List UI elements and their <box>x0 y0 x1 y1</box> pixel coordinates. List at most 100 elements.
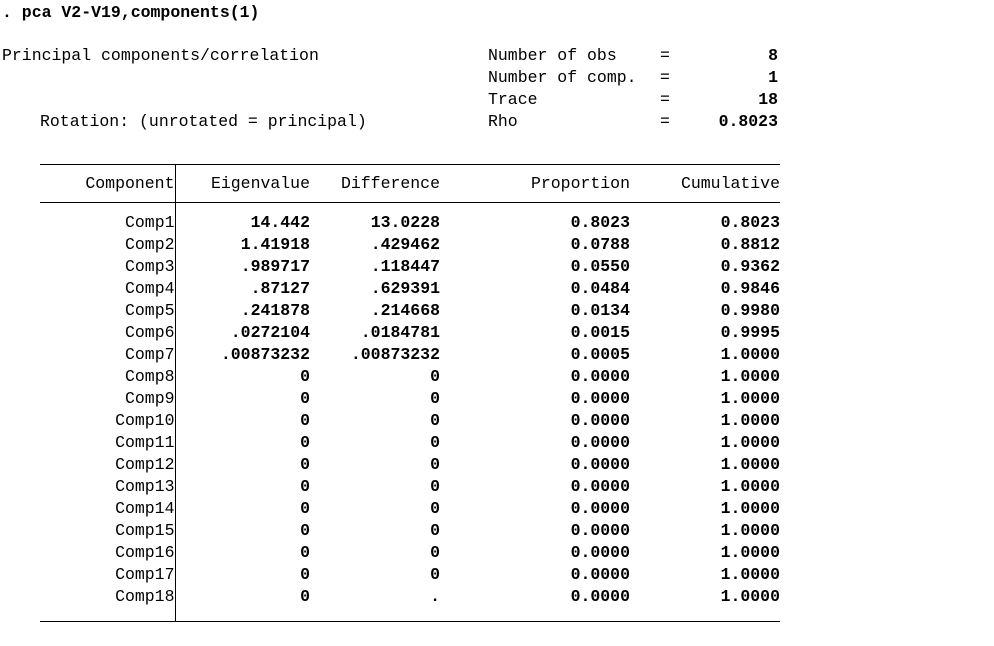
component-cell: Comp13 <box>40 476 176 498</box>
cumulative-cell: 1.0000 <box>720 587 780 606</box>
component-cell: Comp8 <box>40 366 176 388</box>
stat-value: 18 <box>758 90 778 109</box>
stat-number-of-comp: Number of comp. = 1 <box>488 67 778 89</box>
component-cell: Comp6 <box>40 322 176 344</box>
proportion-cell: 0.0134 <box>570 301 630 320</box>
difference-cell: 0 <box>430 521 440 540</box>
proportion-cell: 0.0000 <box>570 455 630 474</box>
eigenvalue-cell: 0 <box>300 389 310 408</box>
difference-cell: 0 <box>430 477 440 496</box>
stat-equals-sign: = <box>660 112 670 131</box>
stat-value: 1 <box>768 68 778 87</box>
component-cell: Comp4 <box>40 278 176 300</box>
table-row: Comp7 .00873232 .00873232 0.0005 1.0000 <box>40 344 780 366</box>
cumulative-cell: 1.0000 <box>720 521 780 540</box>
eigenvalue-cell: .00873232 <box>220 345 310 364</box>
eigenvalue-cell: 0 <box>300 521 310 540</box>
eigenvalue-cell: .87127 <box>250 279 310 298</box>
table-row: Comp18 0 . 0.0000 1.0000 <box>40 586 780 622</box>
column-header-cumulative: Cumulative <box>630 164 780 203</box>
table-row: Comp1 14.442 13.0228 0.8023 0.8023 <box>40 202 780 234</box>
proportion-cell: 0.0000 <box>570 565 630 584</box>
cumulative-cell: 0.8023 <box>720 213 780 232</box>
cumulative-cell: 1.0000 <box>720 565 780 584</box>
cumulative-cell: 0.8812 <box>720 235 780 254</box>
difference-cell: 0 <box>430 389 440 408</box>
cumulative-cell: 1.0000 <box>720 433 780 452</box>
table-row: Comp2 1.41918 .429462 0.0788 0.8812 <box>40 234 780 256</box>
table-row: Comp6 .0272104 .0184781 0.0015 0.9995 <box>40 322 780 344</box>
results-header: Principal components/correlation Number … <box>0 45 994 133</box>
eigenvalue-cell: 0 <box>300 587 310 606</box>
difference-cell: 0 <box>430 411 440 430</box>
header-line: Trace = 18 <box>0 89 994 111</box>
cumulative-cell: 1.0000 <box>720 411 780 430</box>
cumulative-cell: 0.9995 <box>720 323 780 342</box>
component-cell: Comp1 <box>40 202 176 234</box>
cumulative-cell: 1.0000 <box>720 477 780 496</box>
component-cell: Comp11 <box>40 432 176 454</box>
proportion-cell: 0.0000 <box>570 587 630 606</box>
eigenvalue-cell: 0 <box>300 477 310 496</box>
eigenvalue-cell: 0 <box>300 433 310 452</box>
proportion-cell: 0.0005 <box>570 345 630 364</box>
column-header-proportion: Proportion <box>440 164 630 203</box>
stat-label: Number of obs <box>488 46 617 65</box>
proportion-cell: 0.0000 <box>570 411 630 430</box>
difference-cell: .429462 <box>370 235 440 254</box>
stat-label: Rho <box>488 112 518 131</box>
stat-number-of-obs: Number of obs = 8 <box>488 45 778 67</box>
difference-cell: .629391 <box>370 279 440 298</box>
difference-cell: 13.0228 <box>370 213 440 232</box>
stata-results-window: . pca V2-V19,components(1) Principal com… <box>0 3 994 622</box>
table-row: Comp5 .241878 .214668 0.0134 0.9980 <box>40 300 780 322</box>
proportion-cell: 0.0550 <box>570 257 630 276</box>
component-cell: Comp15 <box>40 520 176 542</box>
proportion-cell: 0.0484 <box>570 279 630 298</box>
component-cell: Comp9 <box>40 388 176 410</box>
component-cell: Comp3 <box>40 256 176 278</box>
table-row: Comp14 0 0 0.0000 1.0000 <box>40 498 780 520</box>
table-row: Comp12 0 0 0.0000 1.0000 <box>40 454 780 476</box>
eigenvalue-cell: .241878 <box>240 301 310 320</box>
component-cell: Comp17 <box>40 564 176 586</box>
stat-trace: Trace = 18 <box>488 89 778 111</box>
column-header-eigenvalue: Eigenvalue <box>175 164 310 203</box>
rotation-note: Rotation: (unrotated = principal) <box>40 112 367 131</box>
stat-label: Number of comp. <box>488 68 637 87</box>
eigenvalue-cell: 0 <box>300 565 310 584</box>
table-row: Comp15 0 0 0.0000 1.0000 <box>40 520 780 542</box>
eigenvalue-cell: 0 <box>300 367 310 386</box>
stat-equals-sign: = <box>660 68 670 87</box>
difference-cell: .214668 <box>370 301 440 320</box>
table-row: Comp10 0 0 0.0000 1.0000 <box>40 410 780 432</box>
proportion-cell: 0.0000 <box>570 521 630 540</box>
table-body: Comp1 14.442 13.0228 0.8023 0.8023 Comp2… <box>40 202 780 622</box>
stat-equals-sign: = <box>660 90 670 109</box>
proportion-cell: 0.0000 <box>570 389 630 408</box>
difference-cell: .0184781 <box>360 323 440 342</box>
table-row: Comp9 0 0 0.0000 1.0000 <box>40 388 780 410</box>
difference-cell: 0 <box>430 367 440 386</box>
proportion-cell: 0.8023 <box>570 213 630 232</box>
cumulative-cell: 1.0000 <box>720 367 780 386</box>
stat-value: 8 <box>768 46 778 65</box>
eigenvalue-cell: 0 <box>300 455 310 474</box>
difference-cell: 0 <box>430 565 440 584</box>
table-header-row: Component Eigenvalue Difference Proporti… <box>40 164 780 203</box>
stat-rho: Rho = 0.8023 <box>488 111 778 133</box>
component-cell: Comp2 <box>40 234 176 256</box>
cumulative-cell: 1.0000 <box>720 345 780 364</box>
cumulative-cell: 0.9980 <box>720 301 780 320</box>
table-row: Comp16 0 0 0.0000 1.0000 <box>40 542 780 564</box>
stat-equals-sign: = <box>660 46 670 65</box>
header-line: Rotation: (unrotated = principal) Rho = … <box>0 111 994 133</box>
eigenvalue-cell: 0 <box>300 499 310 518</box>
column-header-difference: Difference <box>310 164 440 203</box>
proportion-cell: 0.0000 <box>570 477 630 496</box>
eigenvalue-cell: .989717 <box>240 257 310 276</box>
table-row: Comp11 0 0 0.0000 1.0000 <box>40 432 780 454</box>
component-cell: Comp10 <box>40 410 176 432</box>
component-cell: Comp14 <box>40 498 176 520</box>
stat-label: Trace <box>488 90 538 109</box>
